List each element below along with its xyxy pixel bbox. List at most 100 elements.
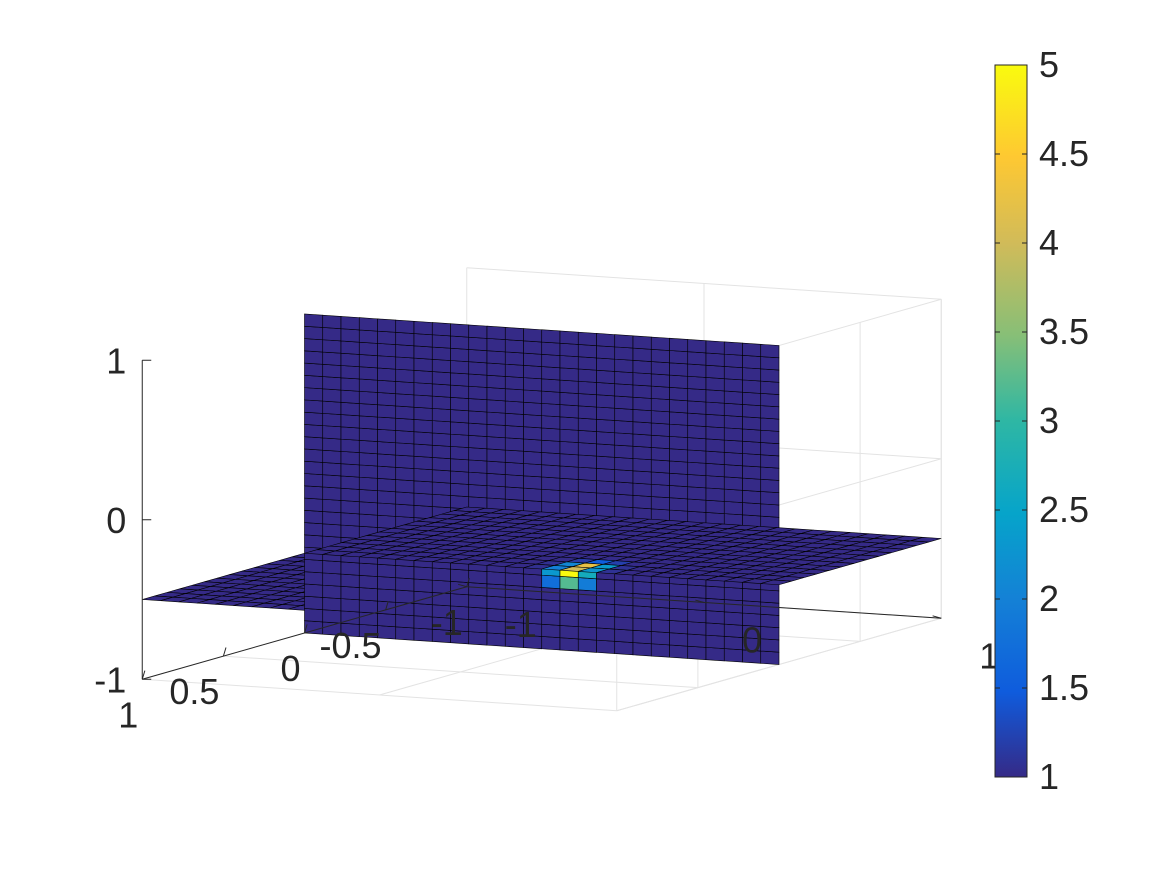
- surface-cell: [468, 410, 488, 425]
- surface-cell: [504, 376, 524, 391]
- surface-cell: [413, 431, 433, 446]
- surface-cell: [377, 416, 397, 431]
- surface-cell: [377, 478, 397, 493]
- surface-cell: [377, 428, 397, 444]
- y-tick-label: -1: [505, 604, 537, 645]
- surface-cell: [559, 416, 579, 431]
- surface-cell: [632, 605, 652, 620]
- surface-cell: [760, 442, 780, 457]
- surface-cell: [760, 356, 780, 371]
- z-tick-label: 0: [106, 500, 126, 541]
- surface-cell: [723, 378, 743, 393]
- surface-cell: [377, 588, 397, 603]
- surface-cell: [468, 422, 488, 437]
- surface-cell: [395, 442, 415, 457]
- surface-cell: [340, 340, 360, 355]
- surface-cell: [577, 614, 597, 629]
- surface-cell: [760, 601, 780, 616]
- x-axis-tick: [304, 624, 308, 634]
- surface-cell: [614, 444, 634, 459]
- surface-cell: [340, 586, 360, 601]
- y-axis-tick: [932, 615, 942, 619]
- surface-cell: [413, 468, 433, 483]
- surface-cell: [760, 589, 780, 604]
- surface-cell: [322, 511, 342, 526]
- surface-cell: [304, 522, 324, 537]
- surface-cell: [760, 613, 780, 629]
- surface-cell: [596, 345, 616, 360]
- surface-cell: [760, 579, 792, 586]
- surface-cell: [395, 577, 415, 592]
- surface-cell: [577, 577, 597, 592]
- surface-cell: [304, 595, 324, 610]
- surface-cell: [523, 352, 543, 367]
- surface-cell: [760, 343, 780, 359]
- surface-cell: [468, 373, 488, 388]
- surface-cell: [450, 372, 470, 387]
- surface-cell: [559, 355, 579, 370]
- surface-cell: [358, 354, 378, 369]
- surface-cell: [358, 341, 378, 356]
- surface-cell: [742, 489, 762, 505]
- surface-cell: [340, 573, 360, 588]
- surface-cell: [577, 331, 597, 346]
- surface-cell: [669, 620, 689, 635]
- surface-cell: [632, 593, 652, 608]
- surface-cell: [687, 412, 707, 427]
- surface-cell: [687, 474, 707, 489]
- surface-cell: [705, 377, 725, 392]
- x-tick-label: 0.5: [169, 671, 219, 712]
- surface-cell: [632, 494, 652, 510]
- surface-cell: [504, 351, 524, 366]
- surface-cell: [468, 594, 488, 609]
- surface-cell: [468, 385, 488, 401]
- surface-cell: [486, 620, 506, 635]
- surface-cell: [523, 401, 543, 416]
- surface-cell: [377, 441, 397, 456]
- surface-cell: [377, 343, 397, 358]
- surface-cell: [486, 350, 506, 365]
- surface-cell: [687, 486, 707, 501]
- surface-cell: [705, 352, 725, 367]
- surface-cell: [650, 361, 670, 376]
- surface-cell: [413, 394, 433, 409]
- surface-cell: [431, 469, 451, 484]
- surface-cell: [632, 617, 652, 632]
- surface-cell: [650, 594, 670, 609]
- surface-cell: [377, 367, 397, 382]
- surface-cell: [687, 461, 707, 476]
- colorbar-bar: [994, 64, 1028, 778]
- surface-cell: [705, 426, 725, 441]
- surface-cell: [450, 470, 470, 485]
- surface-cell: [358, 452, 378, 467]
- surface-cell: [450, 446, 470, 461]
- surface-cell: [322, 572, 342, 587]
- surface-cell: [504, 412, 524, 428]
- surface-cell: [504, 449, 524, 464]
- surface-cell: [340, 512, 360, 527]
- surface-cell: [377, 392, 397, 407]
- surface-cell: [650, 459, 670, 474]
- surface-cell: [486, 338, 506, 353]
- surface-cell: [486, 325, 506, 340]
- colorbar-tick-label: 1: [1039, 756, 1059, 797]
- surface-cell: [687, 425, 707, 440]
- surface-cell: [486, 423, 506, 439]
- surface-cell: [322, 314, 342, 330]
- surface-cell: [723, 636, 743, 651]
- surface-cell: [395, 503, 415, 518]
- surface-cell: [669, 350, 689, 365]
- surface-cell: [669, 399, 689, 414]
- surface-cell: [340, 414, 360, 429]
- surface-cell: [723, 611, 743, 626]
- surface-cell: [687, 388, 707, 403]
- surface-cell: [395, 626, 415, 641]
- surface-cell: [504, 388, 524, 403]
- surface-cell: [431, 457, 451, 472]
- surface-cell: [395, 405, 415, 420]
- surface-cell: [632, 347, 652, 362]
- surface-cell: [395, 491, 415, 506]
- surface-cell: [504, 572, 524, 587]
- surface-cell: [541, 353, 561, 369]
- surface-cell: [596, 431, 616, 446]
